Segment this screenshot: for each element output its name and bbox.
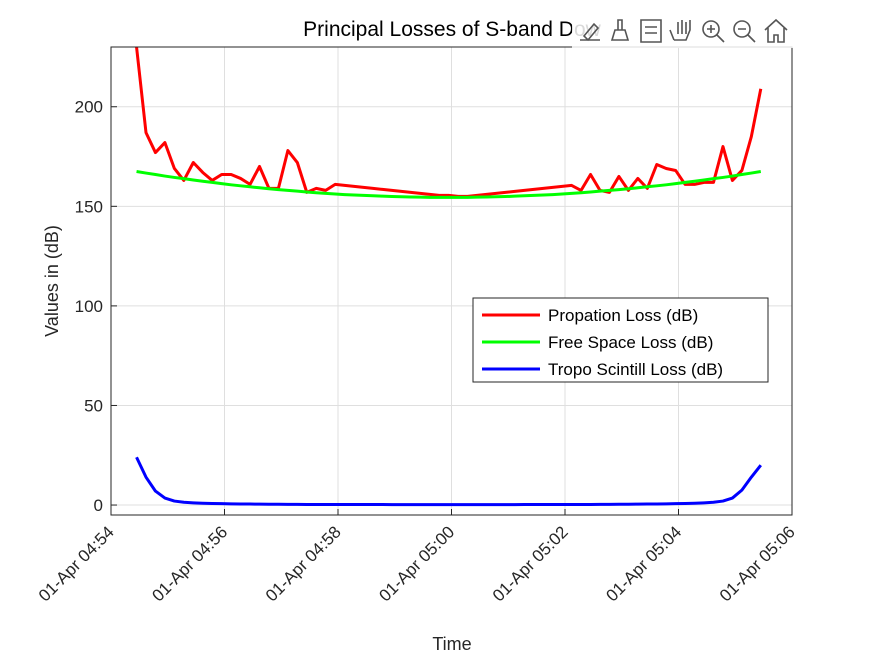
home-icon[interactable]: [764, 18, 788, 43]
zoom-in-icon[interactable]: [702, 20, 720, 38]
chart-title: Principal Losses of S-band Dow: [303, 18, 601, 41]
x-axis-label: Time: [432, 634, 471, 654]
x-tick-label: 01-Apr 05:00: [375, 522, 458, 605]
x-tick-label: 01-Apr 04:58: [262, 522, 345, 605]
grid: [110, 47, 793, 515]
pan-icon[interactable]: [669, 20, 691, 41]
x-tick-label: 01-Apr 05:02: [489, 522, 572, 605]
x-tick-label: 01-Apr 05:06: [716, 522, 799, 605]
y-tick-label: 100: [75, 297, 103, 316]
lines: [135, 47, 763, 507]
series-line: [136, 169, 762, 199]
zoom-out-icon[interactable]: [733, 20, 751, 38]
x-tick-label: 01-Apr 04:56: [148, 522, 231, 605]
x-tick-label: 01-Apr 05:04: [602, 522, 685, 605]
y-tick-label: 50: [84, 396, 103, 415]
toolbar-bg: [572, 14, 794, 48]
legend-label: Tropo Scintill Loss (dB): [548, 360, 723, 379]
x-tick-label: 01-Apr 04:54: [35, 522, 118, 605]
y-axis-label: Values in (dB): [42, 225, 62, 337]
y-tick-label: 200: [75, 98, 103, 117]
brush-icon[interactable]: [580, 22, 600, 42]
y-tick-label: 150: [75, 197, 103, 216]
data-tip-icon[interactable]: [610, 19, 630, 41]
series-line: [135, 456, 762, 507]
legend-icon[interactable]: [640, 19, 662, 43]
y-tick-label: 0: [94, 496, 103, 515]
toolbar: [572, 14, 794, 48]
series-line: [135, 47, 763, 198]
legend-label: Propation Loss (dB): [548, 306, 698, 325]
legend-label: Free Space Loss (dB): [548, 333, 713, 352]
legend: Propation Loss (dB) Free Space Loss (dB) T…: [472, 297, 769, 383]
